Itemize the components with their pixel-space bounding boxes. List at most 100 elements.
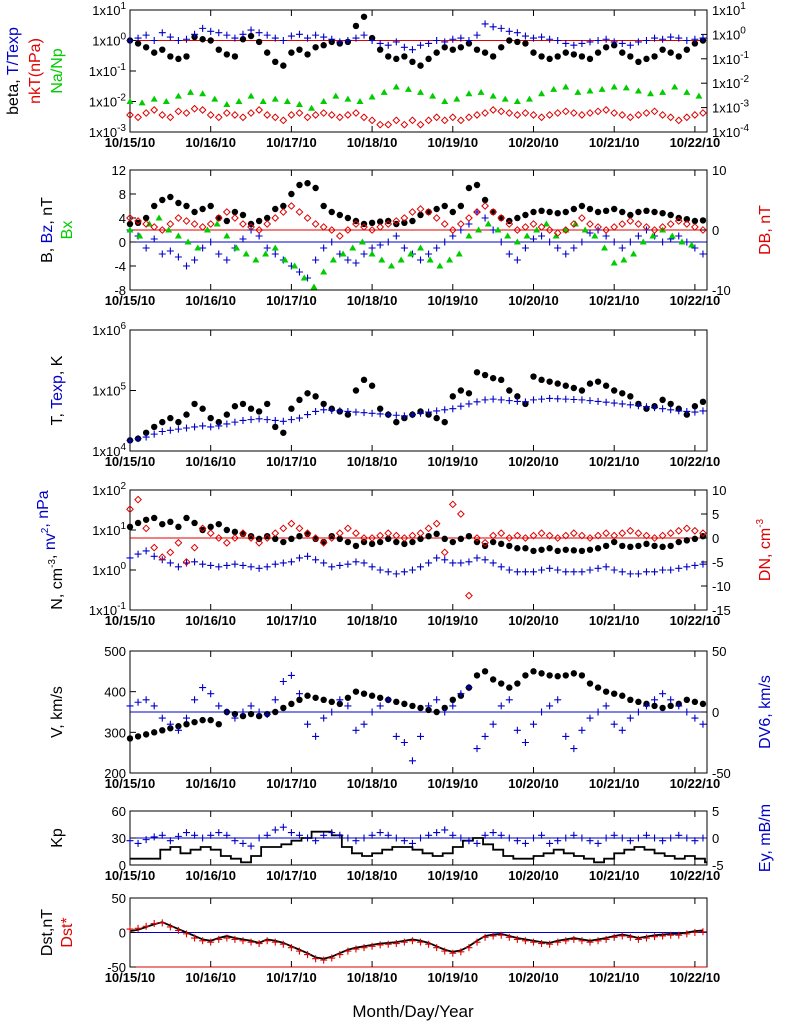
data-point [578,202,586,210]
data-point [167,518,174,526]
data-point [191,831,199,839]
data-point [634,834,642,842]
data-point [368,93,376,100]
data-point [425,39,433,47]
left-axis-label-2-part: nkT(nPa) [27,38,44,104]
left-tick-label-exp: -1 [117,601,126,612]
data-point [295,414,303,422]
data-point [303,529,312,538]
left-axis-label-part: , nPa [35,490,52,527]
data-point [303,214,312,222]
x-tick-label: 10/22/10 [670,868,721,883]
x-tick-label: 10/20/10 [508,613,559,628]
data-point [574,88,582,95]
data-point [586,714,594,722]
data-point [150,702,158,710]
data-point [384,411,392,419]
data-point [481,538,489,547]
data-point [586,38,594,46]
data-point [344,407,352,415]
left-tick-label: 1x10-1 [89,601,127,618]
data-point [554,938,562,946]
data-point [255,408,263,415]
data-point [546,545,553,552]
data-point [239,400,247,408]
data-point [272,205,279,213]
data-point [151,423,158,431]
data-point [385,535,392,543]
data-point [295,208,304,216]
data-point [506,684,513,691]
left-axis-label: N, cm-3, nv2, nPa [35,490,66,610]
data-point [433,554,441,562]
data-point [424,208,433,216]
left-tick-label: 4 [119,211,126,226]
data-point [191,256,199,264]
data-point [545,226,554,234]
data-point [546,940,554,948]
data-point [336,407,344,415]
x-tick-label: 10/22/10 [670,970,721,985]
data-point [352,387,360,394]
data-point [571,220,579,227]
data-point [344,256,352,264]
right-tick-label: 10 [712,163,726,178]
data-point [231,214,239,222]
data-point [207,37,214,44]
x-tick-label: 10/18/10 [347,613,398,628]
data-point [497,563,505,571]
data-point [295,524,304,533]
data-point [272,58,279,66]
right-axis-label-sup: -3 [755,518,766,527]
right-tick-label: 1x10-2 [712,74,750,91]
data-point [659,238,667,246]
left-tick-label-exp: 2 [120,481,126,492]
data-point [465,684,473,692]
data-point [498,214,505,222]
data-point [634,708,642,716]
left-axis-label-part: Dst,nT [39,909,56,956]
data-point [465,591,473,600]
data-point [352,837,360,845]
data-point [570,395,578,403]
data-point [235,98,243,104]
right-tick-label-exp: -4 [740,123,749,134]
data-point [683,563,691,571]
data-point [426,256,434,263]
data-point [667,211,674,219]
data-point [174,726,182,734]
left-axis-label-part: T/Texp [5,27,22,75]
data-point [287,671,295,679]
data-point [360,250,368,258]
data-point [142,214,150,222]
data-point [513,935,521,943]
data-point [378,256,386,263]
data-point [223,934,231,942]
data-point [659,46,666,53]
data-point [610,531,619,540]
left-tick-label: 1x100 [92,561,126,578]
data-point [473,46,481,53]
x-tick-label: 10/21/10 [589,868,640,883]
data-point [618,111,627,119]
data-point [214,214,223,222]
data-point [668,232,676,239]
data-point [586,87,594,94]
right-tick-label: -15 [712,603,731,618]
data-point [206,529,215,538]
data-point [392,83,400,90]
right-tick-label: -10 [712,283,731,298]
series-bx [126,214,696,290]
data-point [513,111,522,119]
data-point [667,702,674,710]
data-point [683,46,691,53]
x-tick-label: 10/20/10 [508,135,559,150]
data-point [215,721,222,728]
data-point [578,53,586,60]
data-point [530,547,537,555]
left-tick-label: 1x10-3 [89,123,127,140]
data-point [392,411,400,419]
data-point [295,100,303,107]
data-point [352,34,360,42]
data-point [182,35,190,43]
